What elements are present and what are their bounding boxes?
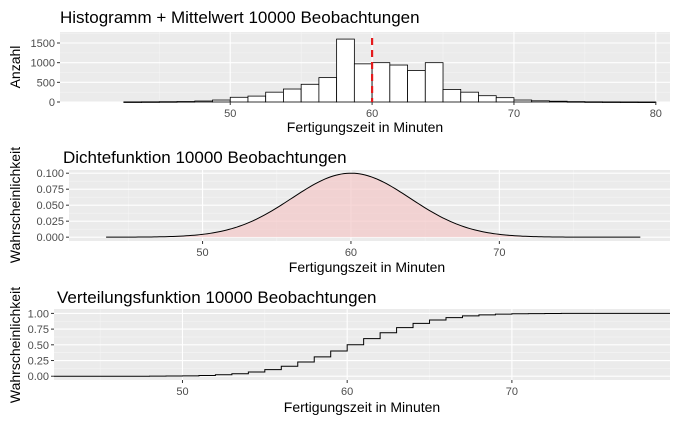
x-tick-label: 70 <box>508 108 520 120</box>
y-tick-label: 1000 <box>31 58 55 70</box>
histogram-bar <box>123 101 142 103</box>
histogram-bar <box>212 99 231 103</box>
histogram-bar <box>602 101 621 103</box>
x-tick-label: 80 <box>650 108 662 120</box>
cdf-step-line <box>54 312 670 377</box>
density-chart: Dichtefunktion 10000 Beobachtungen 0.000… <box>7 147 670 275</box>
x-tick-label: 60 <box>366 108 378 120</box>
y-tick-label: 0.50 <box>28 340 49 352</box>
y-tick-label: 0.00 <box>28 371 49 383</box>
histogram-bar <box>283 88 302 103</box>
histogram-bar <box>247 95 267 103</box>
density-curve <box>106 172 641 238</box>
histogram-bars <box>123 38 657 103</box>
histogram-bar <box>549 100 568 103</box>
histogram-chart: Histogramm + Mittelwert 10000 Beobachtun… <box>7 8 670 135</box>
x-tick-label: 50 <box>196 247 208 259</box>
histogram-bar <box>141 101 160 103</box>
x-tick-label: 50 <box>224 108 236 120</box>
y-tick-label: 0.050 <box>36 200 64 212</box>
cdf-xlabel: Fertigungszeit in Minuten <box>284 399 440 415</box>
histogram-bar <box>389 64 408 103</box>
y-tick-label: 0.025 <box>36 216 64 228</box>
y-tick-label: 0.075 <box>36 184 64 196</box>
cdf-ylabel: Wahrscheinlichkeit <box>7 287 23 403</box>
histogram-xlabel: Fertigungszeit in Minuten <box>287 119 443 135</box>
histogram-bar <box>478 95 497 103</box>
histogram-bar <box>424 62 444 103</box>
y-tick-label: 0.25 <box>28 356 49 368</box>
histogram-bar <box>371 62 391 103</box>
y-tick-label: 500 <box>37 77 55 89</box>
histogram-title: Histogramm + Mittelwert 10000 Beobachtun… <box>60 8 420 27</box>
density-fill <box>106 173 641 238</box>
histogram-bar <box>460 91 479 103</box>
histogram-bar <box>176 101 196 103</box>
y-tick-label: 0 <box>49 97 55 109</box>
cdf-line <box>54 312 670 377</box>
histogram-bar <box>637 101 657 103</box>
x-tick-label: 70 <box>506 386 518 398</box>
x-tick-label: 50 <box>176 386 188 398</box>
histogram-x-ticks: 50 60 70 80 <box>224 102 662 120</box>
y-tick-label: 1500 <box>31 38 55 50</box>
density-xlabel: Fertigungszeit in Minuten <box>289 259 445 275</box>
y-tick-label: 0.100 <box>36 168 64 180</box>
density-area <box>106 172 641 238</box>
cdf-title: Verteilungsfunktion 10000 Beobachtungen <box>57 288 376 307</box>
histogram-bar <box>513 99 533 103</box>
y-tick-label: 0.75 <box>28 324 49 336</box>
histogram-ylabel: Anzahl <box>7 46 23 89</box>
histogram-bar <box>158 101 178 103</box>
density-y-ticks: 0.000 0.025 0.050 0.075 0.100 <box>36 168 69 244</box>
density-ylabel: Wahrscheinlichkeit <box>7 147 23 263</box>
density-title: Dichtefunktion 10000 Beobachtungen <box>63 148 347 167</box>
histogram-bar <box>300 83 320 103</box>
histogram-bar <box>531 100 550 103</box>
cdf-x-ticks: 50 60 70 <box>176 380 518 398</box>
histogram-bar <box>566 101 586 103</box>
histogram-bar <box>318 77 338 103</box>
histogram-bar <box>407 70 426 103</box>
histogram-bar <box>336 38 355 103</box>
x-tick-label: 70 <box>493 247 505 259</box>
histogram-bar <box>495 97 515 103</box>
y-tick-label: 1.00 <box>28 308 49 320</box>
histogram-bar <box>442 89 462 103</box>
histogram-y-ticks: 0 500 1000 1500 <box>31 38 60 109</box>
histogram-bar <box>353 63 373 103</box>
histogram-bar <box>619 101 639 103</box>
histogram-bar <box>584 101 604 103</box>
cdf-y-ticks: 0.00 0.25 0.50 0.75 1.00 <box>28 308 54 383</box>
histogram-bar <box>265 91 284 103</box>
x-tick-label: 60 <box>345 247 357 259</box>
histogram-bar <box>229 96 249 103</box>
histogram-bar <box>194 100 213 103</box>
x-tick-label: 60 <box>341 386 353 398</box>
y-tick-label: 0.000 <box>36 232 64 244</box>
density-x-ticks: 50 60 70 <box>196 241 505 259</box>
cdf-chart: Verteilungsfunktion 10000 Beobachtungen … <box>7 287 670 415</box>
